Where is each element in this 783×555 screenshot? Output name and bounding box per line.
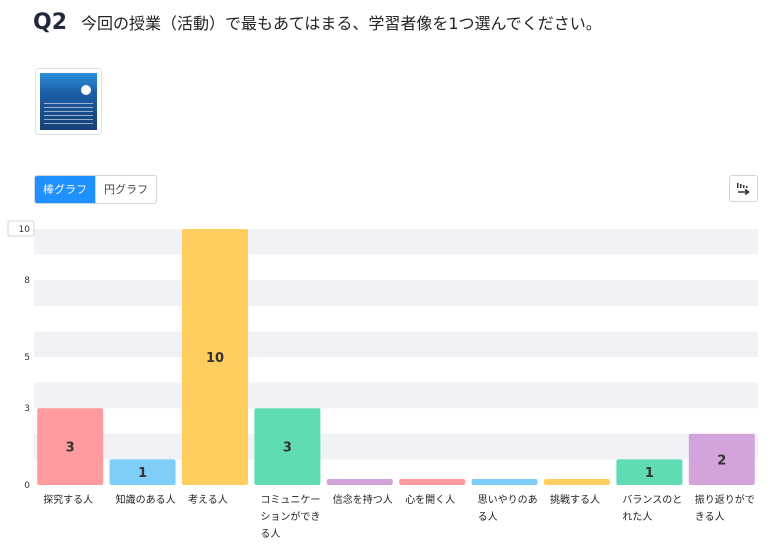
bar-chart: 0 3 5 8 10 3 探究する人 1 知識のある人 10 考える人 3 コミュニケーションができる人… [7,220,758,540]
y-tick-label: 10 [19,225,31,235]
category-label: バランスのとれた人 [622,494,682,523]
category-label: 心を開く人 [405,494,455,506]
category-label: 信念を持つ人 [333,493,393,506]
question-text: 今回の授業（活動）で最もあてはまる、学習者像を1つ選んでください。 [81,14,602,33]
bar-value-label: 3 [283,441,292,456]
category-label: コミュニケーションができる人 [260,494,320,540]
y-tick-label: 8 [24,276,30,286]
y-tick-label: 5 [24,353,30,363]
question-number: Q2 [33,10,68,35]
pie-chart-button[interactable]: 円グラフ [95,176,156,203]
category-label: 振り返りができる人 [695,493,755,523]
bar [182,229,248,485]
chart-type-toggle: 棒グラフ 円グラフ [34,175,157,204]
bar-value-label: 2 [717,453,726,468]
bar [616,459,683,485]
bar [254,408,321,485]
bar-value-label: 1 [138,466,147,481]
category-label: 知識のある人 [116,493,176,506]
bar-chart-button[interactable]: 棒グラフ [35,176,95,203]
category-label: 考える人 [188,494,228,506]
bar [471,479,538,485]
bar [399,479,466,485]
category-label: 探究する人 [43,493,93,506]
export-icon [736,182,750,195]
bar-value-label: 3 [66,441,75,456]
category-label: 思いやりのある人 [478,494,538,523]
bar [326,479,393,485]
y-tick-label: 0 [24,481,30,491]
y-tick-label: 3 [24,404,30,414]
bar-value-label: 10 [206,351,224,366]
bar-value-label: 1 [645,466,654,481]
document-thumbnail[interactable] [35,68,102,135]
grid-band [34,229,758,255]
document-thumbnail-icon [40,73,97,130]
y-max-label-box [7,220,35,237]
grid-band [34,280,758,306]
bar [544,479,610,485]
grid-band [34,331,758,357]
bar [37,408,104,485]
grid-band [34,433,758,460]
bar [109,459,176,485]
question-header: Q2 今回の授業（活動）で最もあてはまる、学習者像を1つ選んでください。 [33,10,602,35]
export-button[interactable] [729,175,758,202]
grid-band [34,382,758,409]
bar [688,433,755,485]
category-label: 挑戦する人 [550,493,600,506]
